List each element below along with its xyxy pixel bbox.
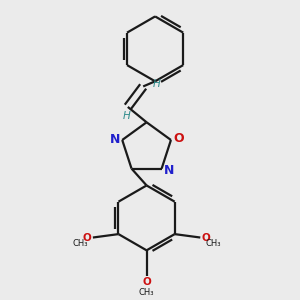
Text: O: O: [173, 132, 184, 145]
Text: H: H: [122, 112, 130, 122]
Text: H: H: [153, 79, 161, 89]
Text: N: N: [110, 133, 120, 146]
Text: N: N: [164, 164, 174, 177]
Text: O: O: [202, 232, 211, 242]
Text: O: O: [82, 232, 91, 242]
Text: CH₃: CH₃: [72, 239, 88, 248]
Text: O: O: [142, 277, 151, 286]
Text: CH₃: CH₃: [206, 239, 221, 248]
Text: CH₃: CH₃: [139, 288, 154, 297]
